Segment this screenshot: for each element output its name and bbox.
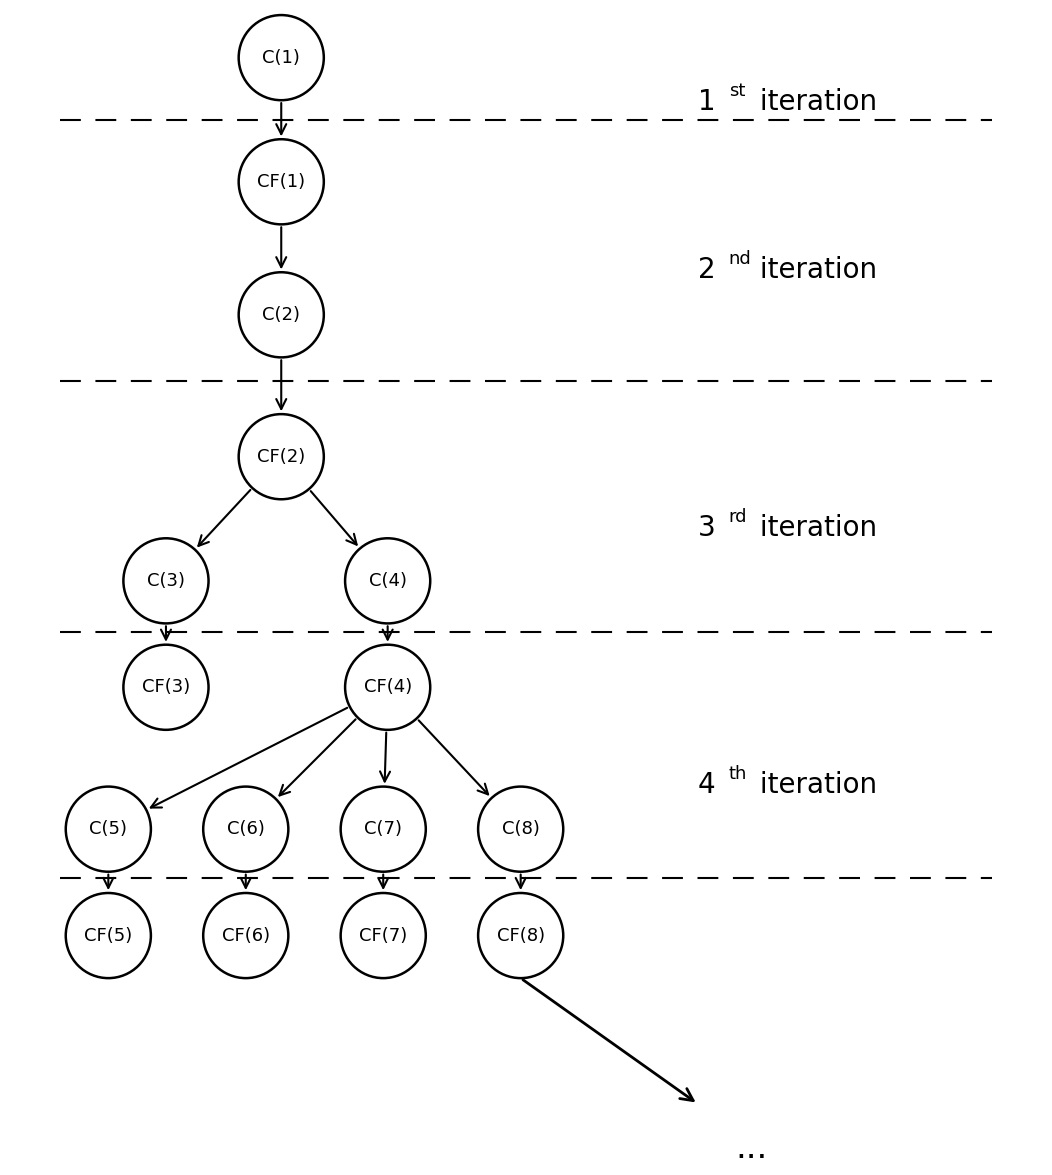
- Text: CF(4): CF(4): [364, 678, 411, 697]
- Text: CF(2): CF(2): [257, 448, 305, 465]
- Text: iteration: iteration: [751, 771, 877, 799]
- Text: 4: 4: [699, 771, 715, 799]
- Circle shape: [203, 893, 288, 978]
- Text: CF(7): CF(7): [359, 927, 407, 945]
- Circle shape: [478, 893, 563, 978]
- Circle shape: [345, 538, 430, 624]
- Text: rd: rd: [729, 508, 747, 525]
- Text: 1: 1: [699, 88, 715, 116]
- Text: 3: 3: [699, 513, 715, 542]
- Circle shape: [345, 645, 430, 730]
- Text: th: th: [729, 765, 747, 783]
- Text: CF(6): CF(6): [222, 927, 269, 945]
- Text: C(3): C(3): [147, 572, 185, 590]
- Circle shape: [478, 786, 563, 872]
- Text: 2: 2: [699, 256, 715, 284]
- Circle shape: [203, 786, 288, 872]
- Text: st: st: [729, 82, 745, 100]
- Circle shape: [239, 273, 324, 357]
- Text: iteration: iteration: [751, 513, 877, 542]
- Circle shape: [239, 15, 324, 100]
- Text: iteration: iteration: [751, 88, 877, 116]
- Text: CF(5): CF(5): [84, 927, 133, 945]
- Circle shape: [123, 645, 208, 730]
- Text: C(4): C(4): [368, 572, 407, 590]
- Text: nd: nd: [729, 250, 751, 268]
- Text: C(7): C(7): [364, 820, 402, 838]
- Circle shape: [123, 538, 208, 624]
- Text: C(1): C(1): [262, 48, 300, 67]
- Circle shape: [66, 786, 150, 872]
- Text: iteration: iteration: [751, 256, 877, 284]
- Circle shape: [341, 786, 426, 872]
- Text: ...: ...: [735, 1132, 767, 1164]
- Text: C(2): C(2): [262, 306, 300, 324]
- Circle shape: [239, 139, 324, 224]
- Circle shape: [341, 893, 426, 978]
- Text: CF(3): CF(3): [142, 678, 190, 697]
- Text: C(8): C(8): [502, 820, 540, 838]
- Circle shape: [66, 893, 150, 978]
- Text: C(5): C(5): [89, 820, 127, 838]
- Circle shape: [239, 414, 324, 499]
- Text: CF(1): CF(1): [257, 173, 305, 190]
- Text: CF(8): CF(8): [497, 927, 545, 945]
- Text: C(6): C(6): [227, 820, 265, 838]
